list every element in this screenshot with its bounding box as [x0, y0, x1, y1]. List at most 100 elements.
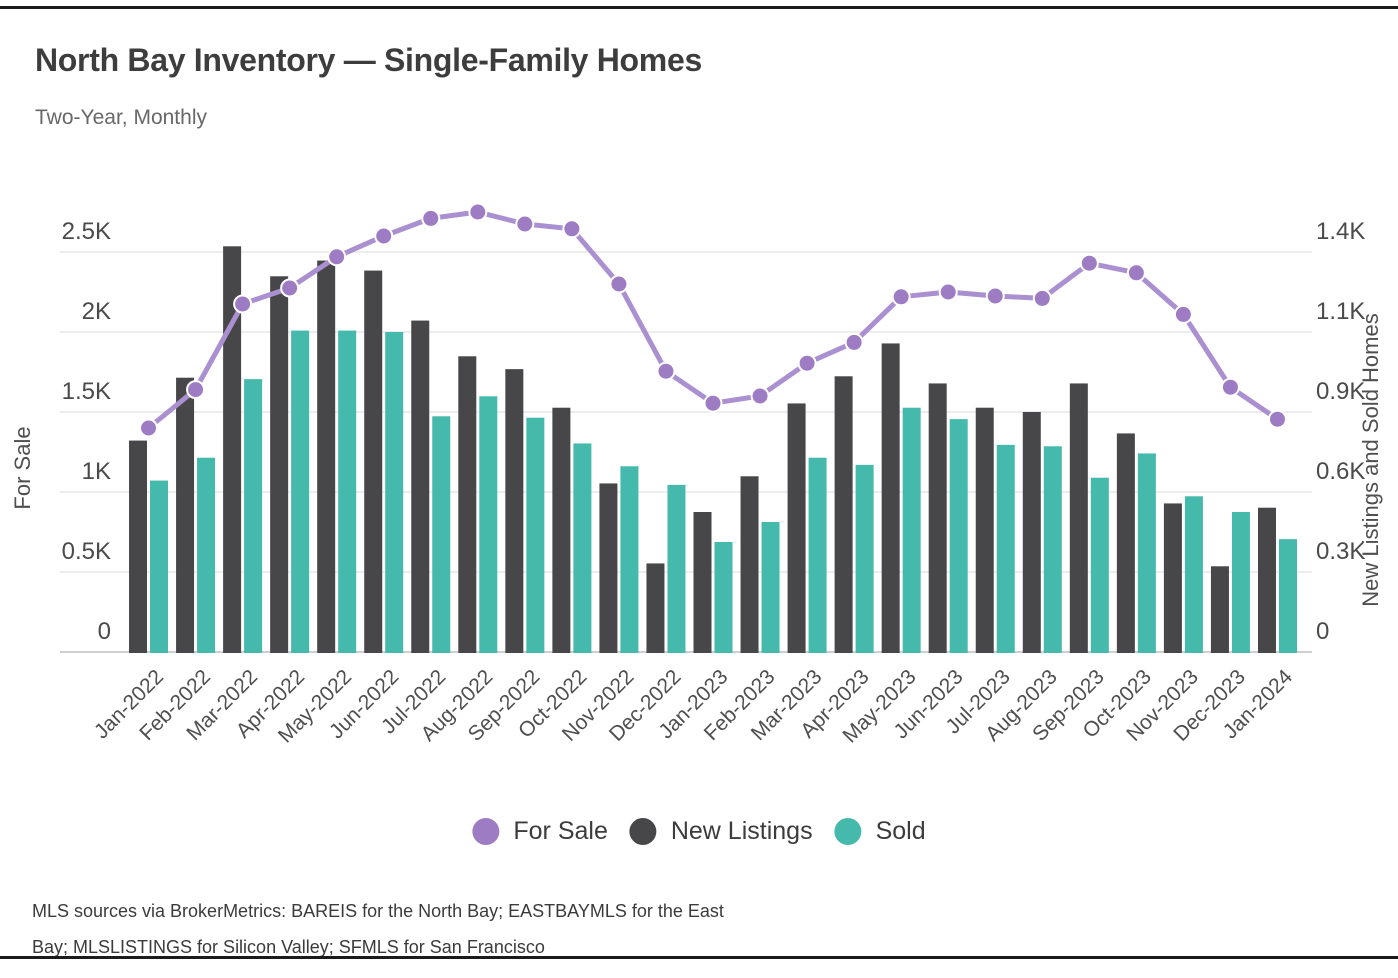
- for-sale-point: [186, 380, 206, 400]
- bar: [150, 480, 169, 653]
- for-sale-point: [656, 361, 676, 381]
- for-sale-point: [421, 208, 441, 228]
- bar: [808, 457, 827, 653]
- bar: [975, 407, 994, 653]
- bar: [1257, 507, 1276, 653]
- bar: [1184, 496, 1203, 653]
- left-axis-tick: 0: [98, 618, 111, 645]
- bar: [693, 512, 712, 653]
- left-axis-tick: 1.5K: [62, 378, 111, 405]
- bar: [996, 444, 1015, 653]
- left-axis-tick: 2K: [82, 298, 111, 325]
- bar: [552, 407, 571, 653]
- bar: [505, 369, 524, 653]
- for-sale-point: [1220, 377, 1240, 397]
- bar: [291, 330, 310, 653]
- bar: [385, 332, 404, 653]
- for-sale-point: [1267, 409, 1287, 429]
- legend-item-new-listings[interactable]: New Listings: [629, 817, 813, 846]
- bar: [714, 542, 733, 653]
- for-sale-point: [891, 287, 911, 307]
- bar: [902, 407, 921, 653]
- for-sale-point: [750, 386, 770, 406]
- bar: [1278, 539, 1297, 653]
- bar: [270, 276, 289, 653]
- left-axis-tick: 0.5K: [62, 538, 111, 565]
- for-sale-point: [468, 202, 488, 222]
- for-sale-point: [1032, 288, 1052, 308]
- right-axis-tick: 0.6K: [1316, 458, 1365, 485]
- bar-series: [129, 246, 1297, 654]
- legend-label-new-listings: New Listings: [670, 817, 813, 845]
- bar: [458, 356, 477, 653]
- bar: [881, 343, 900, 653]
- bar: [364, 270, 383, 653]
- for-sale-point: [327, 247, 347, 267]
- bar: [599, 483, 618, 653]
- chart-subtitle: Two-Year, Monthly: [35, 106, 207, 129]
- bar: [479, 396, 498, 653]
- for-sale-point: [938, 282, 958, 302]
- source-line-2: Bay; MLSLISTINGS for Silicon Valley; SFM…: [32, 937, 545, 957]
- right-axis-tick: 0.9K: [1316, 378, 1365, 405]
- for-sale-point: [562, 219, 582, 239]
- for-sale-point: [233, 294, 253, 314]
- bar: [646, 563, 665, 653]
- bar: [1116, 433, 1135, 653]
- bars-sold: [150, 330, 1297, 653]
- bar: [1022, 412, 1041, 653]
- bar: [1069, 383, 1088, 653]
- bar: [573, 443, 592, 653]
- bar: [338, 330, 357, 653]
- for-sale-point: [844, 332, 864, 352]
- for-sale-point: [374, 226, 394, 246]
- for-sale-point: [1173, 304, 1193, 324]
- right-axis-tick: 0: [1316, 618, 1329, 645]
- for-sale-point: [703, 393, 723, 413]
- for-sale-point: [609, 274, 629, 294]
- legend-item-sold[interactable]: Sold: [834, 817, 926, 846]
- chart-title: North Bay Inventory — Single-Family Home…: [35, 42, 702, 78]
- bar: [949, 419, 968, 653]
- left-axis-title: For Sale: [10, 426, 35, 509]
- right-axis-tick: 1.1K: [1316, 298, 1365, 325]
- line-series-for-sale: [139, 202, 1287, 438]
- bottom-border-rule: [0, 956, 1398, 959]
- for-sale-point: [1079, 253, 1099, 273]
- bar: [855, 464, 874, 653]
- bar: [223, 246, 242, 654]
- bars-new-listings: [129, 246, 1276, 654]
- bar: [1043, 446, 1062, 653]
- bar: [834, 376, 853, 653]
- bar: [1090, 477, 1109, 653]
- right-axis-tick: 0.3K: [1316, 538, 1365, 565]
- for-sale-point: [797, 353, 817, 373]
- legend: For Sale New Listings Sold: [472, 817, 926, 846]
- bar: [526, 417, 545, 653]
- bar: [761, 522, 780, 653]
- right-axis-title: New Listings and Sold Homes: [1358, 313, 1383, 606]
- top-border-rule: [0, 6, 1398, 9]
- legend-item-for-sale[interactable]: For Sale: [472, 817, 608, 846]
- legend-label-sold: Sold: [875, 817, 926, 845]
- for-sale-point: [280, 278, 300, 298]
- bar: [1210, 566, 1229, 653]
- bar: [787, 403, 806, 653]
- sold-dot-icon: [834, 818, 862, 845]
- left-axis-tick: 2.5K: [62, 218, 111, 245]
- bar: [129, 440, 148, 653]
- bar: [1163, 503, 1182, 653]
- bar: [317, 260, 336, 653]
- source-line-1: MLS sources via BrokerMetrics: BAREIS fo…: [32, 901, 724, 921]
- bar: [432, 416, 451, 653]
- legend-label-for-sale: For Sale: [513, 817, 608, 845]
- bar: [620, 466, 639, 653]
- bar: [1231, 512, 1250, 653]
- bar: [740, 476, 759, 653]
- for-sale-point: [985, 286, 1005, 306]
- for-sale-point: [139, 418, 159, 438]
- bar: [667, 484, 686, 653]
- source-attribution: MLS sources via BrokerMetrics: BAREIS fo…: [32, 893, 724, 965]
- for-sale-point: [515, 214, 535, 234]
